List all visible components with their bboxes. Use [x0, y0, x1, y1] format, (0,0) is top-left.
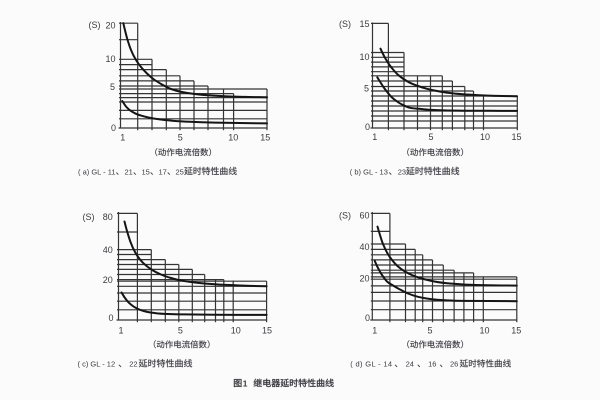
svg-text:( d) GL - 14: ( d) GL - 14	[350, 360, 392, 369]
svg-text:1: 1	[372, 132, 377, 142]
svg-text:26: 26	[450, 360, 458, 369]
svg-text:(S): (S)	[89, 20, 101, 30]
svg-text:1: 1	[118, 325, 123, 335]
svg-text:5: 5	[178, 325, 183, 335]
svg-text:10: 10	[228, 132, 238, 142]
svg-text:20: 20	[105, 21, 115, 31]
svg-text:22: 22	[129, 360, 137, 369]
svg-text:16: 16	[428, 360, 436, 369]
svg-text:23: 23	[398, 167, 406, 176]
svg-text:( a) GL - 11: ( a) GL - 11	[78, 167, 116, 176]
svg-text:10: 10	[479, 325, 489, 335]
svg-text:20: 20	[359, 274, 369, 284]
svg-text:15: 15	[142, 167, 150, 176]
svg-text:5: 5	[364, 83, 369, 93]
svg-text:( c) GL - 12: ( c) GL - 12	[78, 360, 116, 369]
svg-text:15: 15	[262, 325, 272, 335]
svg-text:10: 10	[359, 52, 369, 62]
svg-text:0: 0	[111, 123, 116, 133]
svg-text:(S): (S)	[339, 211, 351, 221]
svg-text:24: 24	[406, 360, 414, 369]
svg-text:20: 20	[103, 275, 113, 285]
svg-text:5: 5	[178, 132, 183, 142]
svg-text:25: 25	[176, 167, 184, 176]
svg-text:40: 40	[359, 242, 369, 252]
svg-text:5: 5	[110, 82, 115, 92]
svg-text:(S): (S)	[339, 19, 351, 29]
svg-text:15: 15	[359, 19, 369, 29]
svg-text:17: 17	[159, 167, 167, 176]
svg-text:40: 40	[103, 245, 113, 255]
svg-text:5: 5	[427, 325, 432, 335]
svg-text:5: 5	[428, 132, 433, 142]
svg-text:1: 1	[120, 132, 125, 142]
svg-text:10: 10	[105, 54, 115, 64]
svg-text:21: 21	[125, 167, 133, 176]
svg-text:(S): (S)	[83, 212, 95, 222]
svg-text:15: 15	[511, 325, 521, 335]
svg-text:( b) GL - 13: ( b) GL - 13	[350, 167, 388, 176]
svg-text:1: 1	[243, 378, 248, 388]
svg-text:80: 80	[103, 212, 113, 222]
svg-text:10: 10	[480, 132, 490, 142]
svg-text:10: 10	[231, 325, 241, 335]
svg-text:0: 0	[365, 313, 370, 323]
svg-text:0: 0	[108, 313, 113, 323]
svg-text:1: 1	[372, 325, 377, 335]
svg-text:15: 15	[511, 132, 521, 142]
svg-text:0: 0	[365, 122, 370, 132]
svg-text:15: 15	[260, 132, 270, 142]
svg-text:60: 60	[359, 211, 369, 221]
